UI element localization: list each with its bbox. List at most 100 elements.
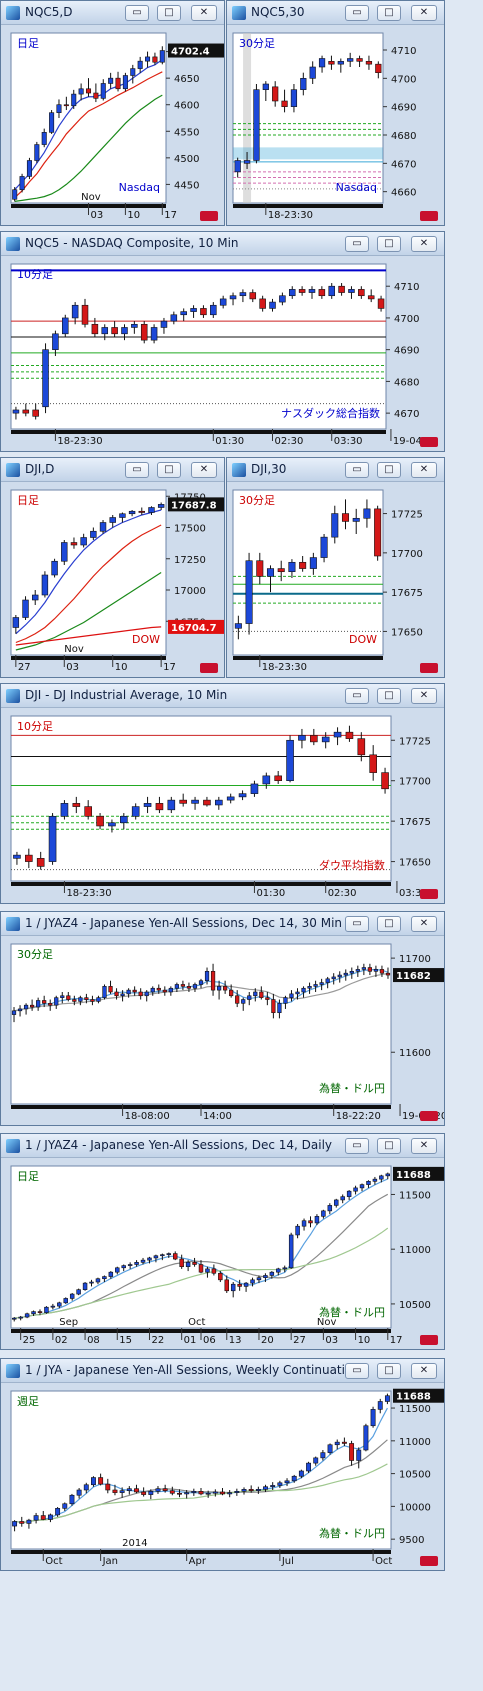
candle-body bbox=[211, 1268, 217, 1274]
candle-body bbox=[295, 1225, 300, 1236]
candle-body bbox=[210, 970, 216, 991]
candle-body bbox=[327, 1444, 333, 1453]
time-axis-bar bbox=[11, 430, 386, 434]
candle-body bbox=[276, 1268, 281, 1273]
timeframe-label: 日足 bbox=[17, 1170, 39, 1183]
chart-window-nqc5-10[interactable]: NQC5 - NASDAQ Composite, 10 Min ▭ □ ✕ 4670… bbox=[0, 231, 445, 452]
title-bar[interactable]: NQC5 - NASDAQ Composite, 10 Min ▭ □ ✕ bbox=[1, 232, 444, 256]
x-tick-label: 19-04:30 bbox=[393, 436, 438, 447]
chart-window-jyaz4-30[interactable]: 1 / JYAZ4 - Japanese Yen-All Sessions, D… bbox=[0, 911, 445, 1126]
close-button[interactable]: ✕ bbox=[411, 916, 437, 932]
chart-window-dji-10[interactable]: DJI - DJ Industrial Average, 10 Min ▭ □ ✕ … bbox=[0, 683, 445, 904]
chart[interactable]: 10500 11000 11500 11688 25 02 08 15 22 01 06 13 20 27… bbox=[1, 1158, 445, 1350]
title-bar[interactable]: 1 / JYAZ4 - Japanese Yen-All Sessions, D… bbox=[1, 1134, 444, 1158]
instrument-label: ナスダック総合指数 bbox=[281, 406, 380, 420]
chart[interactable]: 4670 4680 4690 4700 4710 18-23:30 01:30 02:30 03… bbox=[1, 256, 445, 452]
chart-window-dji-30[interactable]: DJI,30 ▭ □ ✕ 17650 17675 17700 17725 18-23:30 3… bbox=[226, 457, 445, 678]
close-button[interactable]: ✕ bbox=[191, 462, 217, 478]
title-bar[interactable]: 1 / JYA - Japanese Yen-All Sessions, Wee… bbox=[1, 1359, 444, 1383]
chart-window-jyaz4-daily[interactable]: 1 / JYAZ4 - Japanese Yen-All Sessions, D… bbox=[0, 1133, 445, 1350]
maximize-button[interactable]: □ bbox=[377, 5, 401, 21]
candle-body bbox=[60, 995, 65, 998]
chart-window-dji-daily[interactable]: DJI,D ▭□✕ 167501700017250175001775017687… bbox=[0, 457, 225, 678]
candle-body bbox=[150, 327, 158, 341]
chart-window-jya-weekly[interactable]: 1 / JYA - Japanese Yen-All Sessions, Wee… bbox=[0, 1358, 445, 1571]
y-tick-label: 17650 bbox=[399, 858, 431, 869]
close-button[interactable]: ✕ bbox=[411, 462, 437, 478]
minimize-button[interactable]: ▭ bbox=[345, 236, 369, 252]
candle-body bbox=[235, 995, 240, 1004]
maximize-button[interactable]: □ bbox=[377, 1363, 401, 1379]
maximize-button[interactable]: □ bbox=[157, 462, 181, 478]
chart[interactable]: 11600117001168218-08:0014:0018-22:2019-0… bbox=[1, 936, 445, 1126]
candle-body bbox=[205, 1268, 210, 1273]
chart-window-nqc5-30[interactable]: NQC5,30 ▭ □ ✕ 4660 4670 4680 4690 4700 4710 18-2… bbox=[226, 0, 445, 226]
candle-body bbox=[284, 1480, 290, 1484]
candle-body bbox=[11, 1010, 17, 1015]
maximize-button[interactable]: □ bbox=[377, 462, 401, 478]
chart[interactable]: 4660 4670 4680 4690 4700 4710 18-23:30 30分足 Nasd… bbox=[227, 25, 445, 226]
minimize-button[interactable]: ▭ bbox=[345, 462, 369, 478]
candle-body bbox=[108, 986, 113, 993]
y-tick-label: 4700 bbox=[394, 314, 419, 325]
candle-body bbox=[84, 806, 92, 817]
chart[interactable]: 17650 17675 17700 17725 18-23:30 01:30 02:30 03… bbox=[1, 708, 445, 904]
close-button[interactable]: ✕ bbox=[411, 1363, 437, 1379]
candle-body bbox=[259, 991, 264, 998]
candle-body bbox=[289, 993, 294, 998]
minimize-button[interactable]: ▭ bbox=[345, 688, 369, 704]
title-bar[interactable]: DJI - DJ Industrial Average, 10 Min ▭ □ ✕ bbox=[1, 684, 444, 708]
minimize-button[interactable]: ▭ bbox=[125, 462, 149, 478]
chart[interactable]: 4450450045504600465047004702.4031017Nov日… bbox=[1, 25, 225, 226]
close-button[interactable]: ✕ bbox=[411, 688, 437, 704]
candle-body bbox=[200, 308, 207, 316]
title-bar[interactable]: 1 / JYAZ4 - Japanese Yen-All Sessions, D… bbox=[1, 912, 444, 936]
minimize-button[interactable]: ▭ bbox=[345, 1138, 369, 1154]
title-bar[interactable]: NQC5,30 ▭ □ ✕ bbox=[227, 1, 444, 25]
candle-body bbox=[91, 1477, 96, 1486]
close-button[interactable]: ✕ bbox=[191, 5, 217, 21]
y-tick-label: 4700 bbox=[391, 74, 416, 85]
minimize-button[interactable]: ▭ bbox=[345, 916, 369, 932]
minimize-button[interactable]: ▭ bbox=[125, 5, 149, 21]
chart[interactable]: 167501700017250175001775017687.816704.72… bbox=[1, 482, 225, 678]
close-button[interactable]: ✕ bbox=[411, 1138, 437, 1154]
candle-body bbox=[363, 508, 371, 519]
chart-window-nqc5-daily[interactable]: NQC5,D ▭□✕ 4450450045504600465047004702.… bbox=[0, 0, 225, 226]
candle-body bbox=[141, 1491, 147, 1495]
candle-body bbox=[307, 986, 312, 989]
chart[interactable]: 17650 17675 17700 17725 18-23:30 30分足 DOW bbox=[227, 482, 445, 678]
last-price-marker bbox=[168, 497, 224, 512]
title-bar[interactable]: DJI,30 ▭ □ ✕ bbox=[227, 458, 444, 482]
candle-body bbox=[319, 982, 324, 985]
maximize-button[interactable]: □ bbox=[377, 916, 401, 932]
candle-body bbox=[334, 1199, 339, 1206]
title-bar[interactable]: DJI,D ▭ □ ✕ bbox=[1, 458, 224, 482]
x-tick-label: 18-23:30 bbox=[66, 888, 111, 899]
candle-body bbox=[134, 1262, 139, 1265]
candle-body bbox=[126, 989, 131, 995]
candle-body bbox=[318, 58, 326, 68]
candle-body bbox=[219, 298, 227, 306]
candle-body bbox=[44, 1306, 49, 1313]
secondary-price-marker bbox=[168, 619, 224, 634]
candle-body bbox=[234, 160, 241, 173]
candle-body bbox=[100, 83, 106, 99]
close-button[interactable]: ✕ bbox=[411, 5, 437, 21]
x-tick-label: 17 bbox=[390, 1335, 403, 1346]
maximize-button[interactable]: □ bbox=[377, 1138, 401, 1154]
maximize-button[interactable]: □ bbox=[377, 236, 401, 252]
candle-body bbox=[321, 736, 330, 743]
moving-average-line bbox=[15, 524, 162, 644]
maximize-button[interactable]: □ bbox=[377, 688, 401, 704]
title-bar[interactable]: NQC5,D ▭ □ ✕ bbox=[1, 1, 224, 25]
maximize-button[interactable]: □ bbox=[157, 5, 181, 21]
candle-body bbox=[12, 409, 20, 414]
candle-body bbox=[345, 731, 354, 739]
minimize-button[interactable]: ▭ bbox=[345, 5, 369, 21]
candle-body bbox=[298, 735, 306, 741]
x-tick-label: 03:30 bbox=[334, 436, 363, 447]
minimize-button[interactable]: ▭ bbox=[345, 1363, 369, 1379]
close-button[interactable]: ✕ bbox=[411, 236, 437, 252]
